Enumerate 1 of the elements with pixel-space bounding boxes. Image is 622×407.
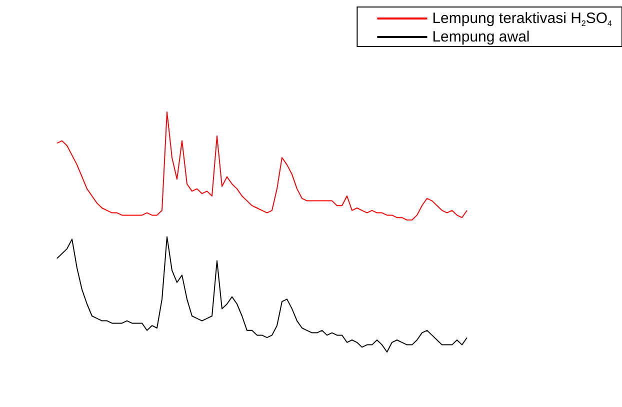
legend-label: Lempung awal xyxy=(432,28,530,46)
